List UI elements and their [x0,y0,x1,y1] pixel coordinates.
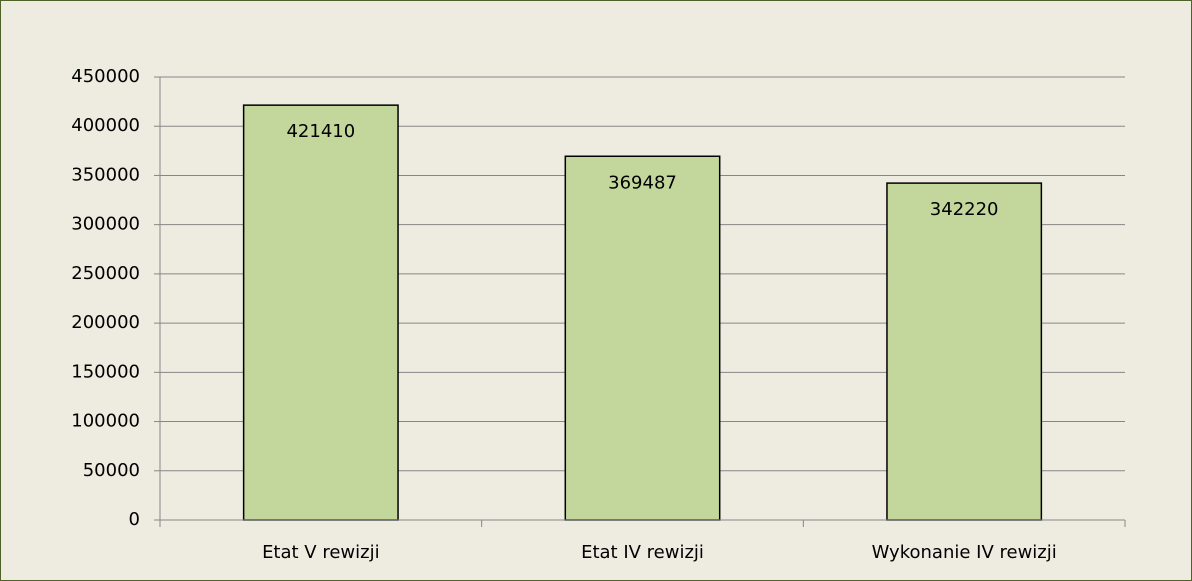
y-tick-label: 200000 [71,312,140,333]
bar [242,104,399,521]
bar [564,155,721,521]
y-tick-label: 0 [129,509,140,530]
y-tick-label: 100000 [71,411,140,432]
x-tick-label: Wykonanie IV rewizji [872,542,1057,563]
y-tick-label: 250000 [71,263,140,284]
y-tick-label: 350000 [71,164,140,185]
x-tick-label: Etat IV rewizji [581,542,704,563]
data-label: 421410 [286,121,355,142]
data-label: 342220 [930,199,999,220]
y-tick-label: 150000 [71,361,140,382]
y-tick-label: 50000 [83,460,140,481]
y-tick-label: 400000 [71,115,140,136]
x-tick-label: Etat V rewizji [262,542,380,563]
bar [886,182,1043,521]
data-label: 369487 [608,172,677,193]
y-tick-label: 450000 [71,66,140,87]
y-tick-label: 300000 [71,214,140,235]
